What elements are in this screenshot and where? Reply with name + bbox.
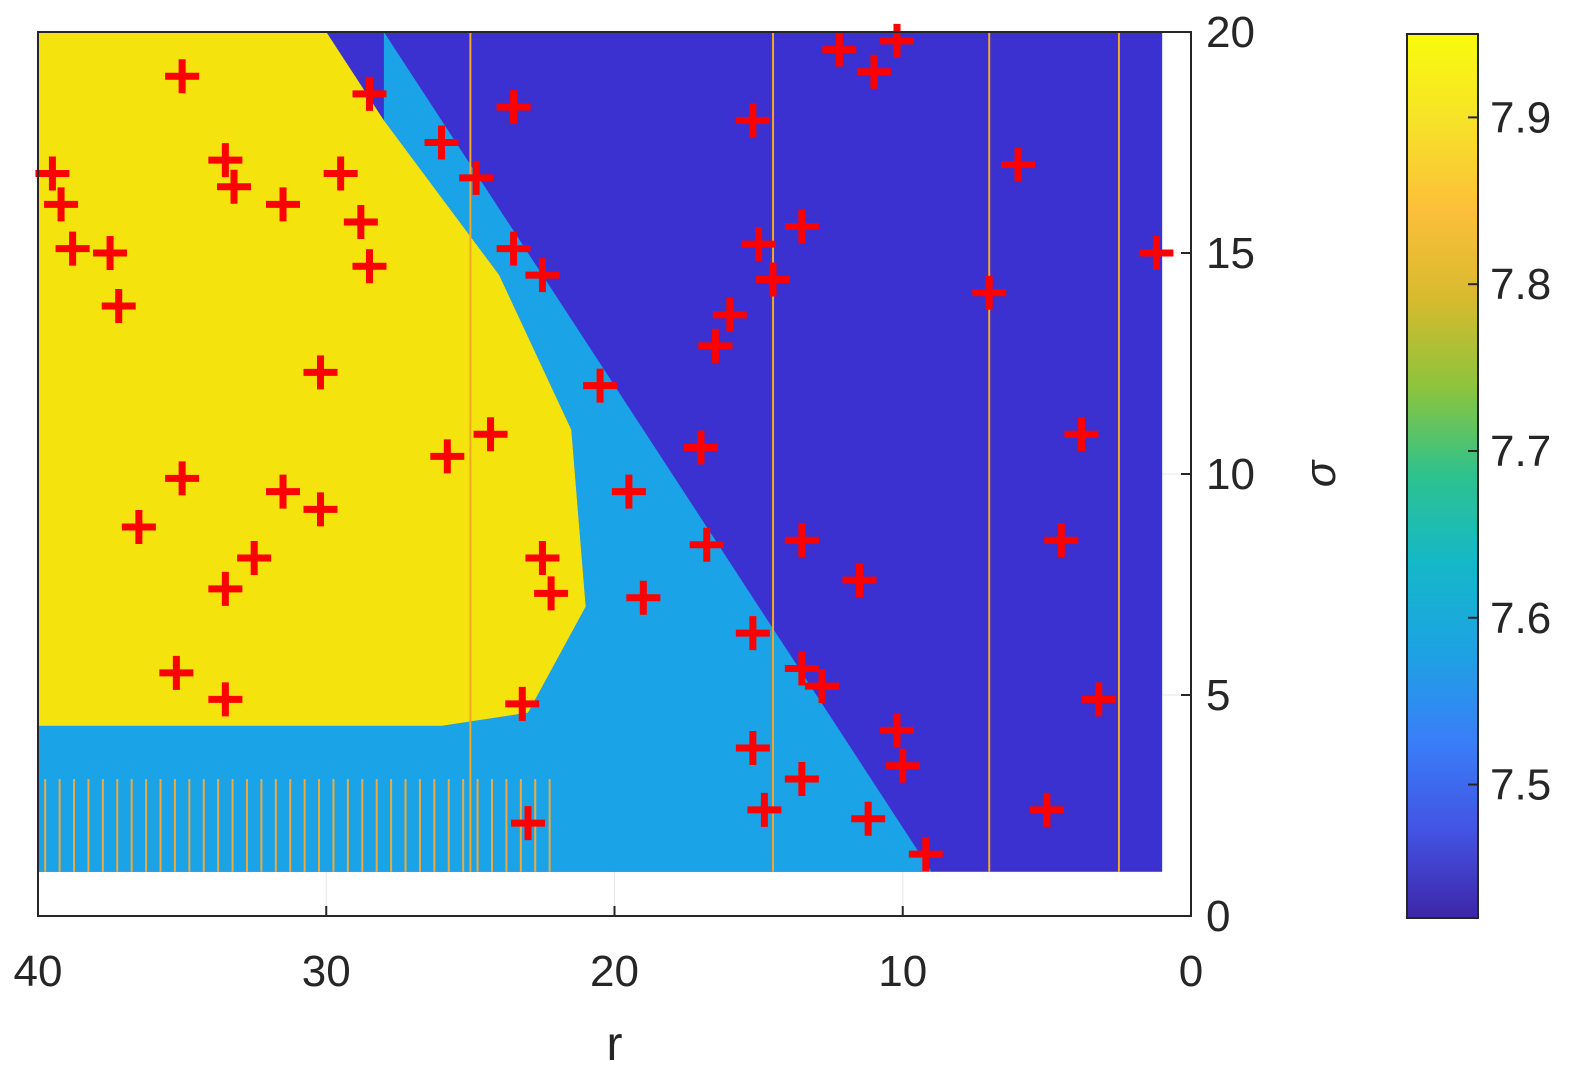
marker	[165, 59, 200, 94]
marker	[879, 23, 914, 58]
colorbar-ticks: 7.5 7.6 7.7 7.8 7.9	[1468, 93, 1551, 810]
x-tick-label: 0	[1179, 947, 1203, 996]
marker	[611, 474, 646, 509]
y-tick-label: 5	[1206, 671, 1230, 720]
marker	[698, 328, 733, 363]
y-tick-label: 15	[1206, 229, 1255, 278]
marker	[159, 655, 194, 690]
marker	[424, 125, 459, 160]
marker	[1001, 147, 1036, 182]
heatmap	[38, 32, 1163, 872]
marker	[323, 156, 358, 191]
marker	[735, 616, 770, 651]
x-axis-title: r	[607, 1018, 623, 1071]
marker	[1029, 792, 1064, 827]
marker	[208, 571, 243, 606]
marker	[1081, 682, 1116, 717]
marker	[266, 187, 301, 222]
marker	[430, 439, 465, 474]
marker	[208, 143, 243, 178]
marker	[784, 761, 819, 796]
marker	[44, 187, 79, 222]
marker	[851, 801, 886, 836]
marker	[784, 523, 819, 558]
marker	[343, 205, 378, 240]
marker	[756, 262, 791, 297]
marker-layer	[35, 23, 1174, 872]
x-tick-label: 10	[878, 947, 927, 996]
marker	[237, 540, 272, 575]
colorbar-tick-label: 7.5	[1490, 761, 1551, 810]
marker	[473, 417, 508, 452]
y-axis-title: σ	[1296, 459, 1345, 487]
marker	[1064, 417, 1099, 452]
marker	[712, 297, 747, 332]
marker	[303, 492, 338, 527]
marker	[217, 169, 252, 204]
marker	[93, 236, 128, 270]
marker	[511, 806, 546, 841]
marker	[683, 430, 718, 465]
marker	[303, 355, 338, 390]
marker	[1044, 523, 1079, 558]
marker	[165, 461, 200, 496]
marker	[101, 289, 136, 324]
marker	[525, 258, 560, 293]
marker	[525, 540, 560, 575]
marker	[583, 368, 618, 403]
marker	[879, 713, 914, 748]
y-tick-label: 0	[1206, 892, 1230, 941]
region-transition	[38, 32, 932, 872]
marker	[741, 227, 776, 262]
region-high	[38, 32, 586, 726]
marker	[459, 160, 494, 195]
y-axis-ticks: 0 5 10 15 20	[1181, 8, 1255, 941]
colorbar-tick-label: 7.7	[1490, 427, 1551, 476]
marker	[496, 90, 531, 125]
marker	[626, 580, 661, 615]
marker	[822, 32, 857, 67]
marker	[55, 231, 90, 266]
marker	[805, 669, 840, 704]
marker	[784, 651, 819, 686]
marker	[35, 156, 70, 191]
marker	[908, 837, 943, 872]
colorbar-tick-label: 7.6	[1490, 594, 1551, 643]
marker	[352, 76, 387, 111]
marker	[266, 474, 301, 509]
marker	[784, 209, 819, 244]
x-tick-label: 20	[590, 947, 639, 996]
marker	[747, 792, 782, 827]
colorbar-tick-label: 7.8	[1490, 260, 1551, 309]
marker	[505, 686, 540, 721]
y-tick-label: 10	[1206, 450, 1255, 499]
marker	[885, 748, 920, 783]
marker	[496, 231, 531, 266]
marker	[1139, 236, 1174, 270]
marker	[972, 275, 1007, 310]
marker	[208, 682, 243, 717]
marker	[842, 563, 877, 598]
marker	[352, 249, 387, 284]
marker	[735, 103, 770, 138]
marker	[856, 54, 891, 89]
marker	[689, 527, 724, 562]
x-axis-ticks: 40 30 20 10 0	[14, 906, 1203, 996]
marker	[534, 576, 569, 611]
marker	[735, 731, 770, 766]
x-tick-label: 40	[14, 947, 63, 996]
marker	[121, 510, 156, 545]
x-tick-label: 30	[302, 947, 351, 996]
colorbar	[1406, 33, 1479, 919]
colorbar-tick-label: 7.9	[1490, 93, 1551, 142]
y-tick-label: 20	[1206, 8, 1255, 57]
